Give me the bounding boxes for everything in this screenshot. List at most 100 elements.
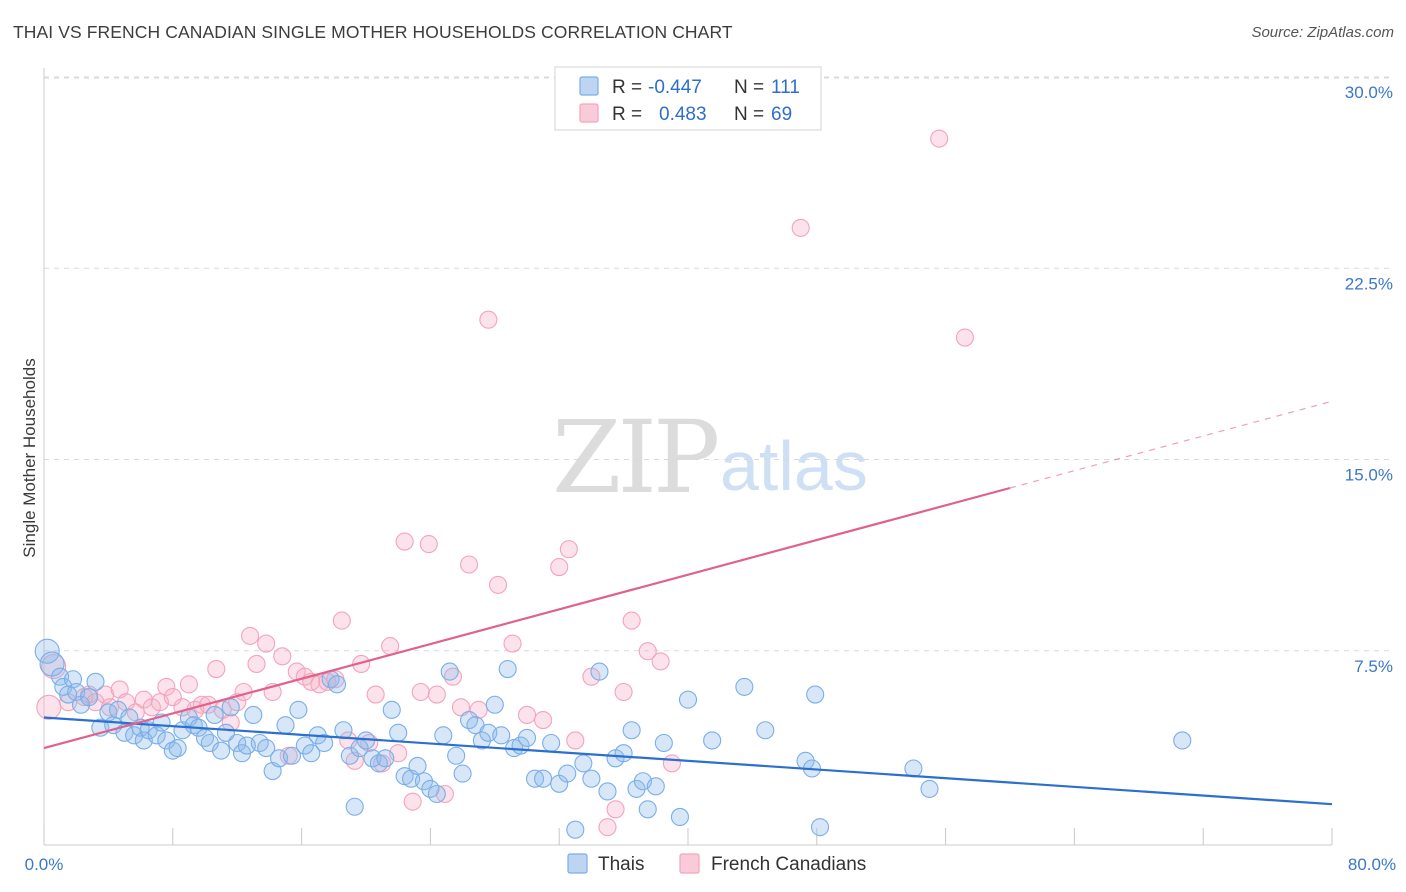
point-french-canadian bbox=[459, 555, 479, 574]
x-tick-label-min: 0.0% bbox=[25, 855, 64, 874]
y-axis-tick-labels: 7.5% 15.0% 22.5% 30.0% bbox=[1345, 83, 1393, 676]
point-thais bbox=[327, 675, 347, 694]
point-thais bbox=[80, 688, 99, 707]
point-french-canadian bbox=[403, 792, 422, 811]
point-thais bbox=[282, 746, 301, 765]
y-tick-label: 7.5% bbox=[1354, 657, 1393, 676]
point-thais bbox=[582, 769, 601, 788]
point-french-canadian bbox=[419, 535, 438, 554]
point-thais bbox=[492, 726, 511, 745]
source-credit: Source: ZipAtlas.com bbox=[1251, 24, 1394, 41]
chart-title: THAI VS FRENCH CANADIAN SINGLE MOTHER HO… bbox=[13, 22, 733, 42]
point-thais bbox=[735, 677, 754, 696]
point-thais bbox=[756, 721, 775, 740]
point-thais bbox=[622, 721, 641, 740]
point-thais bbox=[810, 818, 830, 837]
point-french-canadian bbox=[503, 634, 522, 653]
legend-n-value-thais: 111 bbox=[771, 77, 800, 98]
trend-line-projection-1 bbox=[1009, 400, 1333, 489]
point-french-canadian bbox=[366, 685, 385, 704]
legend-n-label-french: N = bbox=[734, 104, 764, 125]
point-french-canadian bbox=[36, 694, 62, 720]
point-french-canadian bbox=[479, 310, 498, 329]
trend-line-1 bbox=[43, 486, 1011, 750]
point-thais bbox=[670, 807, 690, 827]
bottom-legend-label-thais: Thais bbox=[598, 854, 644, 875]
bottom-legend-swatch-french bbox=[679, 853, 700, 874]
trend-line-0 bbox=[43, 716, 1333, 806]
point-thais bbox=[598, 782, 617, 801]
point-thais bbox=[453, 764, 472, 783]
point-french-canadian bbox=[381, 637, 400, 656]
point-french-canadian bbox=[157, 677, 176, 696]
point-french-canadian bbox=[332, 611, 351, 630]
point-french-canadian bbox=[207, 659, 226, 679]
point-thais bbox=[184, 716, 203, 735]
point-french-canadian bbox=[622, 611, 641, 630]
y-tick-label: 30.0% bbox=[1345, 83, 1393, 102]
point-french-canadian bbox=[488, 575, 508, 594]
point-french-canadian bbox=[427, 685, 446, 704]
point-french-canadian bbox=[606, 800, 625, 819]
point-thais bbox=[408, 756, 427, 776]
watermark-zip: ZIP bbox=[552, 399, 717, 516]
point-thais bbox=[315, 733, 334, 753]
point-thais bbox=[558, 764, 577, 783]
point-thais bbox=[806, 685, 825, 704]
point-thais bbox=[302, 744, 321, 763]
point-french-canadian bbox=[395, 532, 414, 551]
point-french-canadian bbox=[451, 698, 471, 717]
legend-r-value-thais: -0.447 bbox=[648, 77, 702, 98]
point-thais bbox=[244, 705, 263, 725]
legend-n-value-french: 69 bbox=[771, 104, 792, 125]
gridlines bbox=[44, 76, 1392, 652]
point-thais bbox=[276, 716, 295, 735]
point-thais bbox=[221, 698, 240, 717]
legend-r-value-french: 0.483 bbox=[659, 104, 707, 125]
x-axis-ticks bbox=[43, 828, 1333, 845]
point-thais bbox=[440, 662, 459, 681]
point-thais bbox=[257, 739, 276, 758]
point-thais bbox=[498, 659, 517, 679]
point-french-canadian bbox=[566, 731, 585, 750]
point-thais bbox=[542, 733, 561, 753]
point-thais bbox=[614, 744, 633, 763]
point-french-canadian bbox=[651, 652, 670, 671]
point-french-canadian bbox=[257, 634, 276, 653]
point-thais bbox=[485, 695, 504, 714]
point-thais bbox=[574, 754, 593, 773]
point-thais bbox=[566, 820, 585, 839]
point-french-canadian bbox=[550, 557, 569, 577]
legend-n-label-thais: N = bbox=[734, 77, 764, 98]
point-thais bbox=[414, 772, 434, 791]
point-thais bbox=[382, 700, 401, 719]
point-thais bbox=[168, 739, 187, 758]
point-french-canadian bbox=[559, 540, 578, 559]
point-thais bbox=[295, 736, 314, 755]
point-thais bbox=[920, 779, 939, 798]
point-french-canadian bbox=[930, 129, 949, 148]
point-french-canadian bbox=[534, 710, 553, 730]
legend-swatch-thais bbox=[579, 76, 599, 96]
point-thais bbox=[904, 759, 923, 778]
point-french-canadian bbox=[443, 667, 462, 686]
point-french-canadian bbox=[241, 626, 260, 645]
correlation-legend: R = -0.447 N = 111 R = 0.483 N = 69 bbox=[554, 66, 822, 131]
point-french-canadian bbox=[273, 647, 292, 666]
point-thais bbox=[534, 769, 553, 788]
series-legend: Thais French Canadians bbox=[567, 853, 866, 875]
bottom-legend-label-french: French Canadians bbox=[711, 854, 866, 875]
point-thais bbox=[638, 800, 657, 819]
point-thais bbox=[627, 779, 646, 798]
y-axis-label: Single Mother Households bbox=[20, 358, 39, 557]
point-thais bbox=[86, 672, 105, 691]
point-thais bbox=[125, 726, 144, 745]
point-thais bbox=[590, 662, 609, 681]
point-thais bbox=[517, 728, 537, 747]
point-thais bbox=[447, 746, 466, 765]
y-tick-label: 22.5% bbox=[1345, 274, 1393, 293]
trend-lines bbox=[43, 400, 1333, 806]
point-thais bbox=[678, 690, 698, 709]
point-thais bbox=[205, 705, 224, 725]
